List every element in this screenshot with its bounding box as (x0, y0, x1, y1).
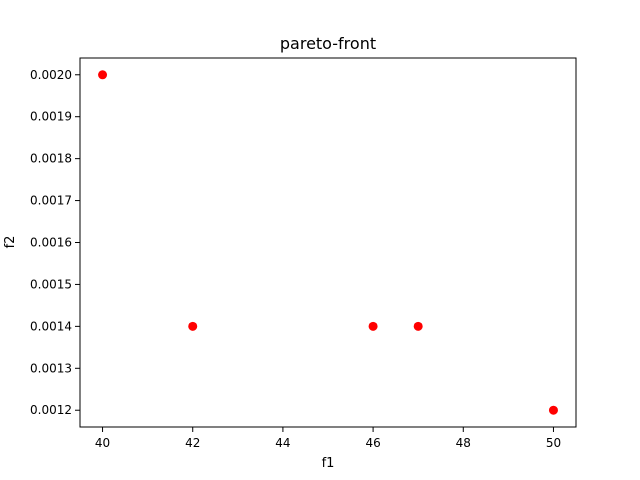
data-point (188, 321, 198, 331)
y-tick-label: 0.0015 (30, 277, 72, 291)
x-axis-ticks: 40 42 44 46 48 50 (95, 427, 561, 450)
y-tick-label: 0.0014 (30, 319, 72, 333)
y-tick-label: 0.0012 (30, 403, 72, 417)
y-axis-label: f2 (3, 236, 18, 249)
x-tick-label: 50 (546, 436, 561, 450)
x-tick-label: 44 (275, 436, 290, 450)
data-point (548, 405, 558, 415)
data-point (413, 321, 423, 331)
x-tick-label: 40 (95, 436, 110, 450)
data-points (98, 70, 558, 415)
y-axis-ticks: 0.0012 0.0013 0.0014 0.0015 0.0016 0.0017 0.00… (30, 68, 80, 417)
y-tick-label: 0.0019 (30, 110, 72, 124)
x-tick-label: 42 (185, 436, 200, 450)
chart-title: pareto-front (280, 34, 376, 53)
data-point (368, 321, 378, 331)
x-tick-label: 46 (365, 436, 380, 450)
x-tick-label: 48 (456, 436, 471, 450)
data-point (98, 70, 108, 80)
y-tick-label: 0.0016 (30, 236, 72, 250)
x-axis-label: f1 (322, 456, 335, 471)
y-tick-label: 0.0017 (30, 194, 72, 208)
plot-frame (79, 57, 577, 428)
y-tick-label: 0.0013 (30, 361, 72, 375)
y-tick-label: 0.0018 (30, 152, 72, 166)
y-tick-label: 0.0020 (30, 68, 72, 82)
